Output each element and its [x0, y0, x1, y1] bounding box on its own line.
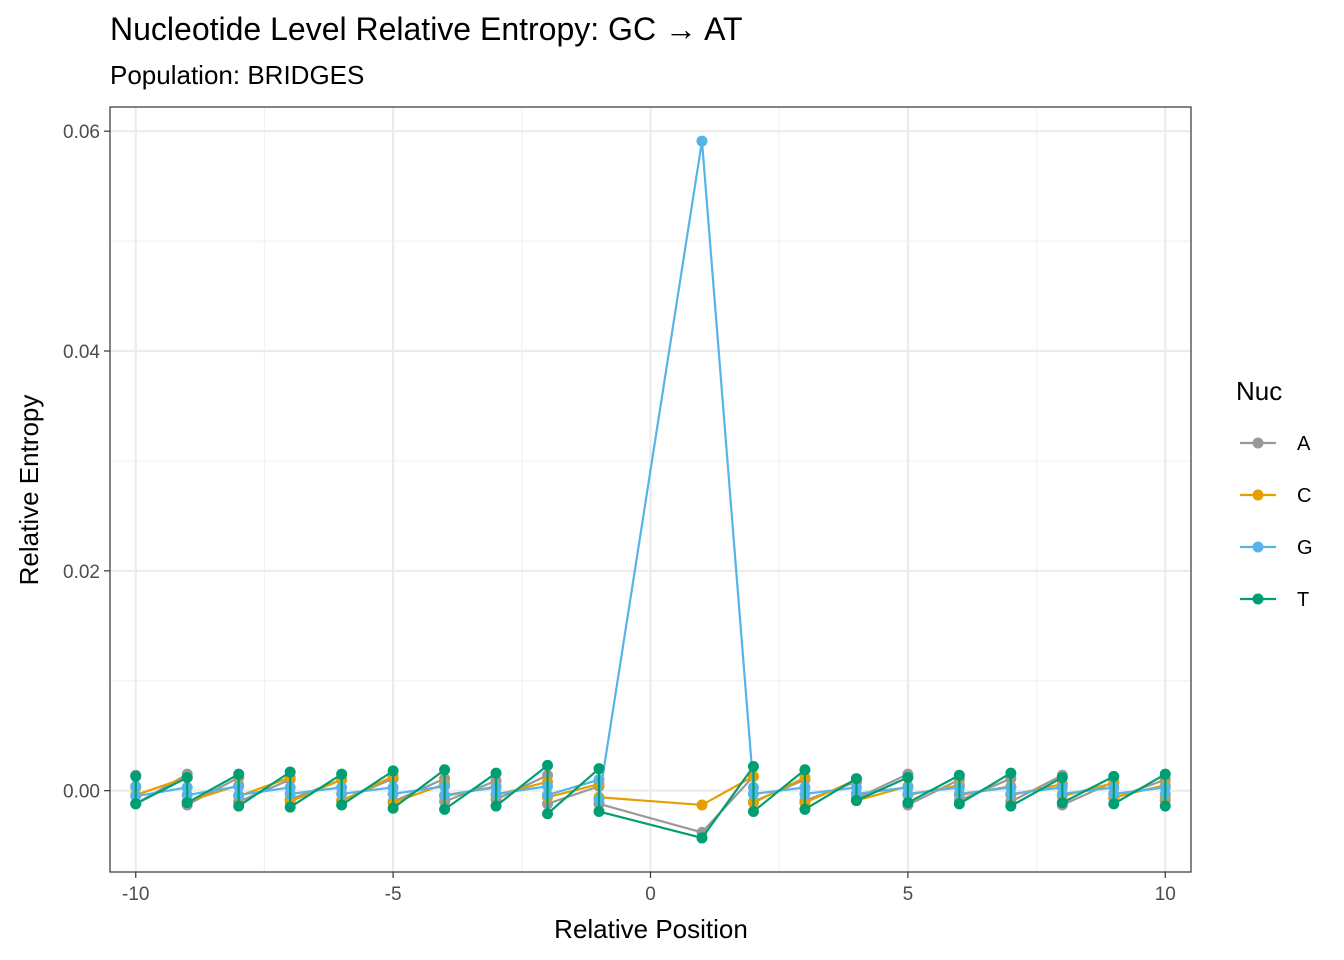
legend-items: A C G T — [1240, 433, 1313, 611]
legend-key-point — [1252, 489, 1264, 501]
data-point-T — [439, 803, 451, 815]
data-point-T — [490, 767, 502, 779]
legend-item-A: A — [1240, 433, 1311, 455]
data-point-T — [1159, 800, 1171, 812]
data-point-T — [1056, 771, 1068, 783]
data-point-T — [439, 764, 451, 776]
series-layer — [130, 135, 1171, 844]
data-point-T — [542, 808, 554, 820]
series-T — [130, 759, 1171, 844]
data-point-T — [902, 771, 914, 783]
y-tick-label: 0.04 — [63, 342, 100, 363]
legend-item-G: G — [1240, 537, 1313, 559]
data-point-T — [233, 768, 245, 780]
y-axis-title: Relative Entropy — [14, 395, 44, 586]
data-point-T — [233, 800, 245, 812]
x-tick-label: -5 — [385, 884, 402, 905]
chart-subtitle: Population: BRIDGES — [110, 60, 364, 90]
data-point-T — [696, 832, 708, 844]
y-tick-label: 0.00 — [63, 782, 100, 803]
data-point-T — [902, 797, 914, 809]
data-point-T — [799, 803, 811, 815]
legend-item-T: T — [1240, 589, 1309, 611]
data-point-T — [799, 764, 811, 776]
data-point-T — [284, 766, 296, 778]
data-point-T — [593, 763, 605, 775]
legend-label: A — [1297, 433, 1311, 455]
data-point-T — [387, 765, 399, 777]
legend-key-point — [1252, 541, 1264, 553]
y-tick-label: 0.02 — [63, 562, 100, 583]
data-point-T — [130, 770, 142, 782]
data-point-T — [1005, 767, 1017, 779]
data-point-T — [953, 769, 965, 781]
legend: Nuc A C G T — [1236, 376, 1313, 611]
data-point-T — [747, 760, 759, 772]
data-point-T — [181, 771, 193, 783]
data-point-T — [284, 801, 296, 813]
x-tick-label: 0 — [645, 884, 656, 905]
data-point-T — [336, 799, 348, 811]
data-point-T — [181, 797, 193, 809]
data-point-G — [696, 135, 708, 147]
x-tick-label: 10 — [1155, 884, 1176, 905]
data-point-T — [593, 806, 605, 818]
axes: -10 -5 0 5 10 0.00 0.02 0.04 0.06 — [63, 122, 1176, 905]
data-point-T — [953, 798, 965, 810]
data-point-T — [542, 759, 554, 771]
data-point-T — [850, 795, 862, 807]
data-point-T — [1108, 770, 1120, 782]
legend-title: Nuc — [1236, 376, 1282, 406]
legend-key-point — [1252, 437, 1264, 449]
data-point-T — [336, 768, 348, 780]
x-tick-label: -10 — [122, 884, 149, 905]
data-point-T — [130, 798, 142, 810]
data-point-T — [1005, 800, 1017, 812]
x-tick-label: 5 — [903, 884, 914, 905]
data-point-T — [850, 773, 862, 785]
legend-item-C: C — [1240, 485, 1311, 507]
legend-label: G — [1297, 537, 1313, 559]
data-point-T — [1056, 797, 1068, 809]
data-point-T — [747, 806, 759, 818]
legend-label: C — [1297, 485, 1311, 507]
legend-key-point — [1252, 593, 1264, 605]
data-point-T — [387, 802, 399, 814]
data-point-T — [1108, 798, 1120, 810]
data-point-T — [490, 800, 502, 812]
y-tick-label: 0.06 — [63, 122, 100, 143]
data-point-C — [696, 799, 708, 811]
grid — [110, 107, 1191, 872]
legend-label: T — [1297, 589, 1309, 611]
chart-title: Nucleotide Level Relative Entropy: GC → … — [110, 11, 743, 47]
x-axis-title: Relative Position — [554, 914, 748, 944]
data-point-T — [1159, 768, 1171, 780]
